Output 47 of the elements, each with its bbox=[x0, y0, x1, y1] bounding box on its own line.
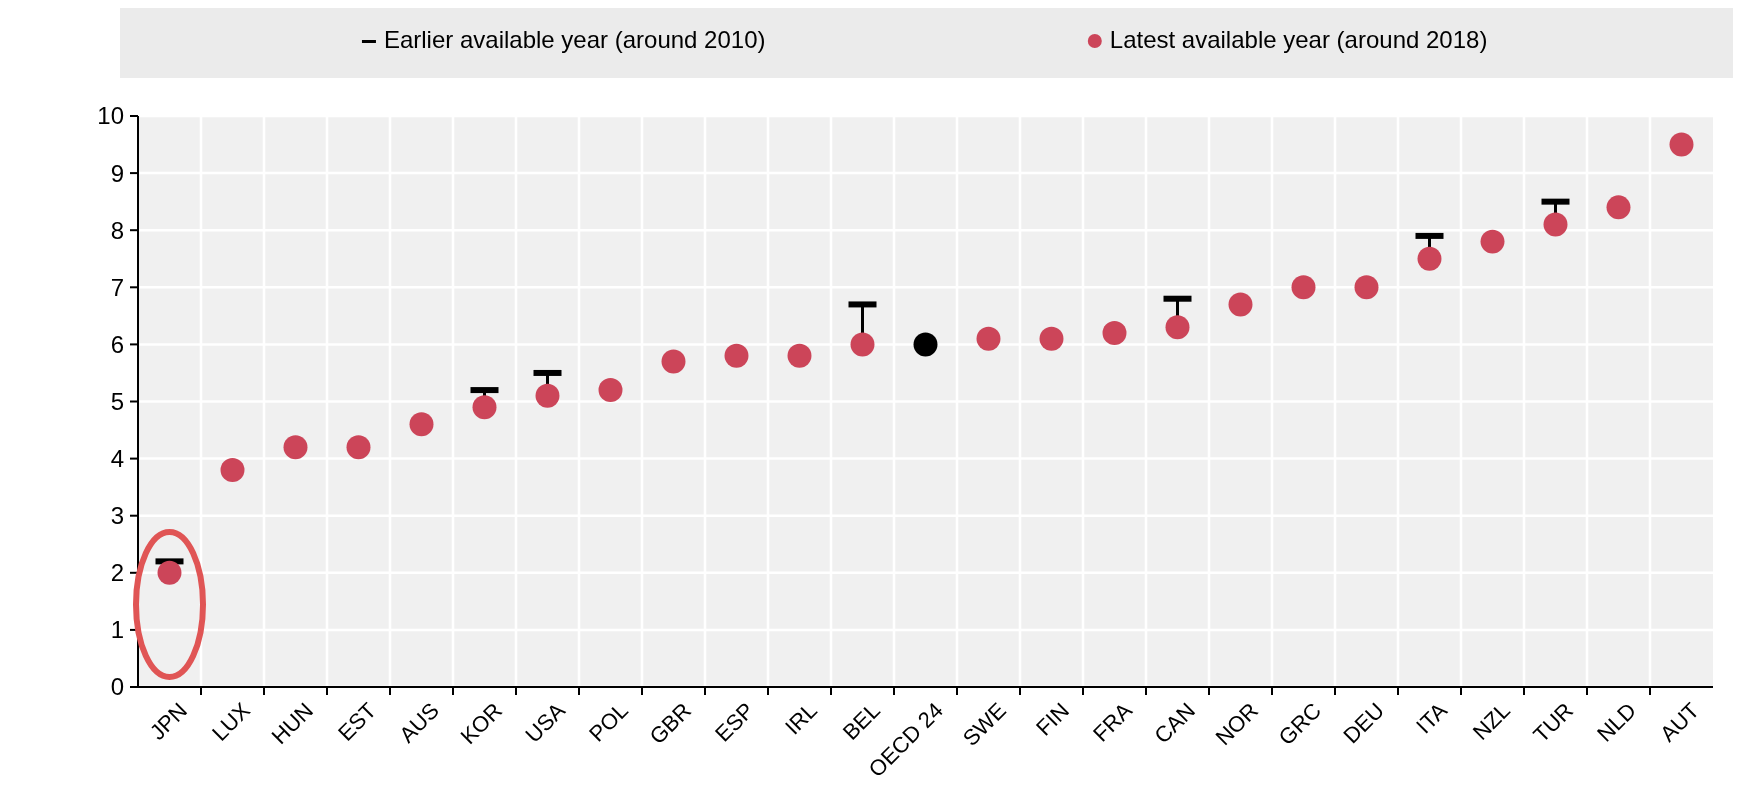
point bbox=[1417, 246, 1442, 271]
point bbox=[409, 412, 434, 437]
point bbox=[535, 383, 560, 408]
legend-label: Latest available year (around 2018) bbox=[1109, 26, 1488, 53]
x-tick-label: POL bbox=[584, 697, 633, 747]
point bbox=[1543, 212, 1568, 237]
point bbox=[1165, 315, 1190, 340]
point bbox=[1354, 275, 1379, 300]
y-tick-label: 7 bbox=[110, 273, 124, 301]
y-tick-label: 3 bbox=[110, 502, 124, 530]
point bbox=[346, 435, 371, 460]
point bbox=[157, 560, 182, 585]
point bbox=[1102, 321, 1127, 345]
x-tick-label: NZL bbox=[1467, 697, 1515, 745]
y-tick-label: 4 bbox=[110, 445, 124, 472]
x-tick-label: USA bbox=[520, 697, 571, 748]
point bbox=[787, 343, 812, 368]
y-tick-label: 5 bbox=[110, 387, 124, 415]
point bbox=[976, 326, 1001, 351]
point bbox=[724, 343, 749, 368]
x-tick-label: IRL bbox=[780, 697, 822, 740]
x-tick-label: NLD bbox=[1592, 697, 1641, 747]
point bbox=[1669, 132, 1694, 157]
y-tick-label: 8 bbox=[110, 216, 124, 244]
point bbox=[661, 349, 686, 374]
point bbox=[472, 395, 497, 420]
x-tick-label: FIN bbox=[1031, 697, 1074, 741]
point bbox=[1606, 195, 1631, 220]
point bbox=[283, 435, 308, 460]
y-tick-label: 2 bbox=[110, 559, 124, 587]
y-tick-label: 10 bbox=[97, 102, 124, 130]
text: Earlier available year (around 2010) bbox=[383, 26, 766, 53]
y-tick-label: 1 bbox=[110, 616, 124, 644]
point bbox=[1480, 229, 1505, 254]
y-tick-label: 6 bbox=[110, 330, 124, 358]
point bbox=[850, 332, 875, 357]
point bbox=[1228, 292, 1253, 317]
x-tick-label: TUR bbox=[1528, 697, 1578, 748]
point bbox=[598, 378, 623, 403]
point bbox=[1291, 275, 1316, 300]
y-tick-label: 9 bbox=[110, 159, 124, 187]
point bbox=[220, 458, 245, 482]
point bbox=[1039, 326, 1064, 351]
x-tick-label: FRA bbox=[1088, 697, 1138, 747]
x-tick-label: ITA bbox=[1411, 697, 1453, 739]
point bbox=[913, 332, 938, 357]
y-tick-label: 0 bbox=[110, 673, 124, 701]
